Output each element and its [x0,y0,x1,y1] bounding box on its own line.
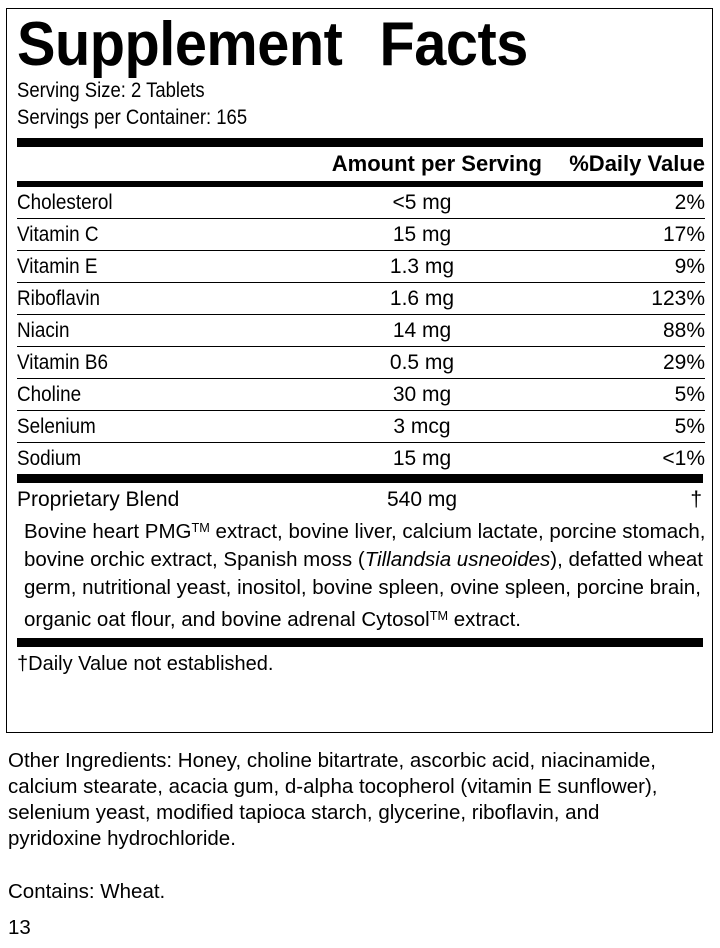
other-ingredients-line-2: calcium stearate, acacia gum, d-alpha to… [8,775,658,798]
table-row: Riboflavin 1.6 mg 123% [17,282,705,315]
nutrient-amount: 15 mg [302,442,542,474]
trademark-icon: TM [429,608,449,624]
proprietary-blend-amount: 540 mg [386,488,458,511]
table-row: Vitamin B6 0.5 mg 29% [17,346,705,379]
blend-line2-text-b: ), defatted wheat [550,548,703,572]
nutrient-amount: 14 mg [302,314,542,347]
title-word-supplement: Supplement [17,10,343,79]
nutrient-amount: 0.5 mg [302,346,542,379]
blend-line4-text-b: extract. [448,608,521,632]
other-ingredients-line-1: Other Ingredients: Honey, choline bitart… [8,749,656,772]
proprietary-blend-header-row: Proprietary Blend 540 mg † [17,483,703,514]
blend-ingredient-line-3: germ, nutritional yeast, inositol, bovin… [24,576,701,600]
nutrient-daily-value: 123% [542,282,705,315]
blend-ingredient-line-4: organic oat flour, and bovine adrenal Cy… [24,602,701,634]
rule-thick-top [17,138,703,147]
rule-thick-under-header [17,181,703,187]
nutrient-name: Riboflavin [17,282,274,315]
nutrient-rows-table: Cholesterol <5 mg 2% Vitamin C 15 mg 17%… [17,187,705,474]
nutrient-daily-value: 29% [542,346,705,379]
nutrient-name: Choline [17,378,274,411]
blend-line4-text-a: organic oat flour, and bovine adrenal Cy… [24,608,430,632]
servings-per-container-line: Servings per Container: 165 [17,106,248,129]
blend-line1-text-a: Bovine heart PMG [24,520,192,544]
nutrient-daily-value: 9% [542,250,705,283]
nutrient-name: Vitamin C [17,218,274,251]
supplement-facts-panel: Supplement Facts Serving Size: 2 Tablets … [6,8,713,733]
nutrient-name: Vitamin B6 [17,346,274,379]
nutrient-daily-value: 5% [542,410,705,443]
nutrient-rows-body: Cholesterol <5 mg 2% Vitamin C 15 mg 17%… [17,187,705,474]
nutrient-daily-value: 5% [542,378,705,411]
proprietary-blend-daily-value: † [690,488,702,511]
blend-line2-text-a: bovine orchic extract, Spanish moss ( [24,548,365,572]
table-row: Vitamin E 1.3 mg 9% [17,250,705,283]
nutrition-table: Amount per Serving %Daily Value [17,147,705,181]
table-row: Vitamin C 15 mg 17% [17,218,705,251]
table-row: Sodium 15 mg <1% [17,442,705,474]
nutrient-daily-value: <1% [542,442,705,474]
nutrient-amount: 3 mcg [302,410,542,443]
rule-thick-above-blend [17,474,703,483]
blend-ingredient-line-2: bovine orchic extract, Spanish moss (Til… [24,546,703,574]
nutrient-name: Sodium [17,442,274,474]
other-ingredients-line-3: selenium yeast, modified tapioca starch,… [8,801,600,824]
blend-line2-species-name: Tillandsia usneoides [364,548,551,572]
trademark-icon: TM [191,520,210,535]
daily-value-footnote: †Daily Value not established. [17,653,274,676]
proprietary-blend-ingredients: Bovine heart PMGTM extract, bovine liver… [17,514,705,638]
blend-line1-text-b: extract, bovine liver, calcium lactate, … [209,520,706,544]
panel-inner: Supplement Facts Serving Size: 2 Tablets … [7,13,712,679]
title-word-facts: Facts [379,10,529,79]
page-title: Supplement Facts [17,13,655,77]
nutrient-amount: 1.3 mg [302,250,542,283]
nutrient-name: Cholesterol [17,191,113,214]
rule-thick-bottom [17,638,703,648]
nutrient-daily-value: 2% [674,191,705,214]
nutrient-name: Vitamin E [17,250,274,283]
nutrition-table-header: Amount per Serving %Daily Value [17,147,705,181]
table-row: Selenium 3 mcg 5% [17,410,705,443]
column-header-amount-per-serving: Amount per Serving [331,151,542,176]
proprietary-blend-name: Proprietary Blend [17,488,180,511]
column-header-daily-value: %Daily Value [569,151,705,176]
nutrient-daily-value: 88% [542,314,705,347]
table-row: Choline 30 mg 5% [17,378,705,411]
other-ingredients-block: Other Ingredients: Honey, choline bitart… [8,748,708,852]
nutrient-amount: 30 mg [302,378,542,411]
table-row: Niacin 14 mg 88% [17,314,705,347]
nutrient-amount: <5 mg [392,191,452,214]
contains-allergen-statement: Contains: Wheat. [8,880,166,903]
nutrient-name: Niacin [17,314,274,347]
nutrient-amount: 15 mg [302,218,542,251]
page-number: 13 [8,916,31,939]
nutrient-amount: 1.6 mg [302,282,542,315]
column-header-nutrient [17,147,302,181]
nutrient-name: Selenium [17,410,274,443]
table-row: Cholesterol <5 mg 2% [17,187,705,219]
other-ingredients-line-4: pyridoxine hydrochloride. [8,827,236,850]
nutrient-daily-value: 17% [542,218,705,251]
blend-ingredient-line-1: Bovine heart PMGTM extract, bovine liver… [24,514,705,546]
serving-size-line: Serving Size: 2 Tablets [17,79,205,102]
table-header-row: Amount per Serving %Daily Value [17,147,705,181]
